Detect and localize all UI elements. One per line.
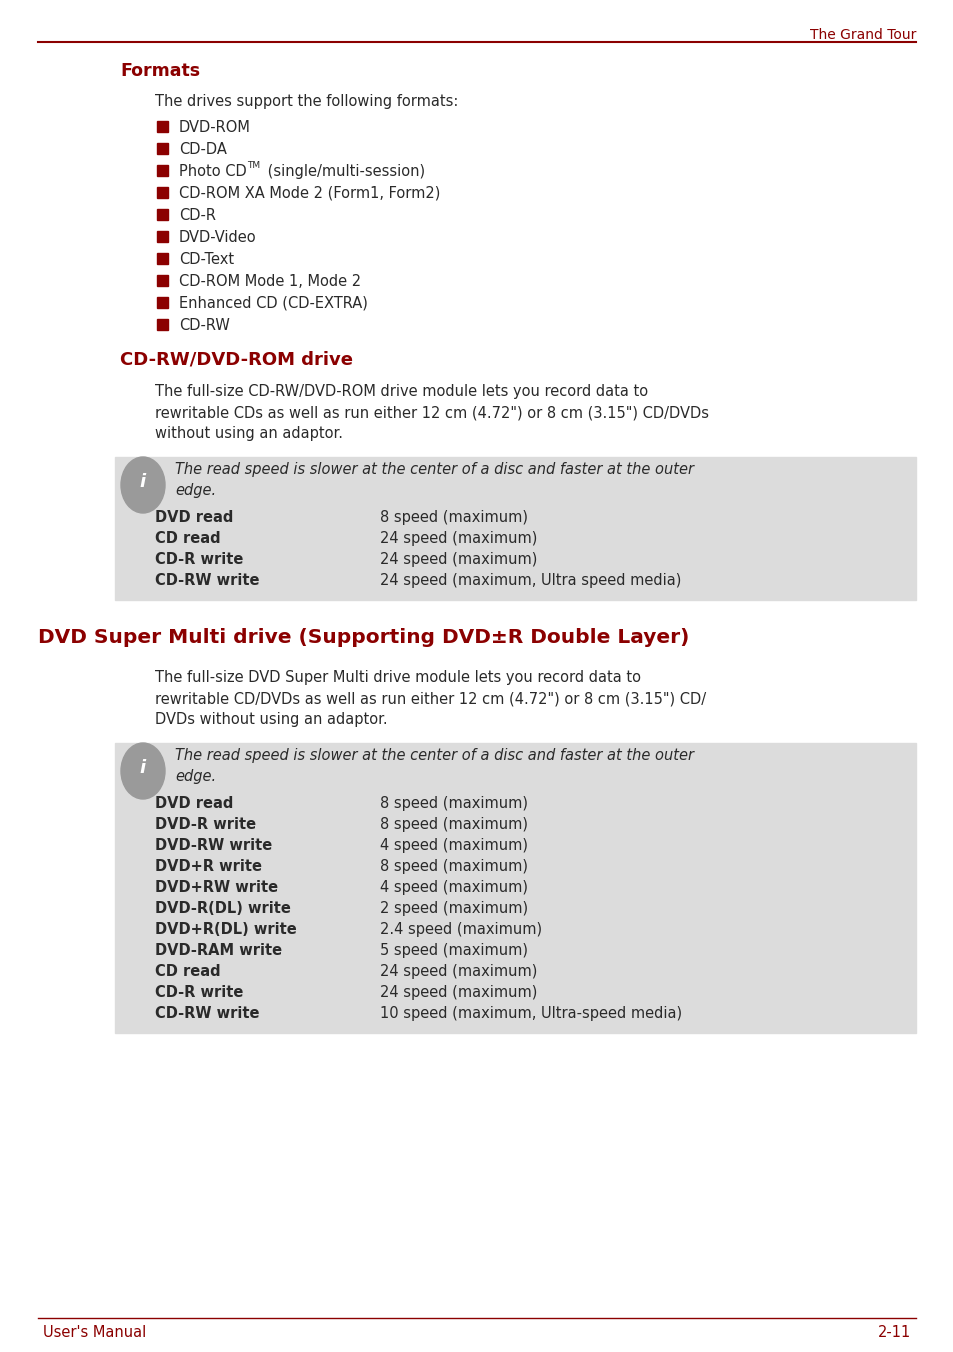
Text: The drives support the following formats:: The drives support the following formats… — [154, 95, 457, 110]
Text: DVD-RAM write: DVD-RAM write — [154, 942, 282, 959]
Text: DVD read: DVD read — [154, 510, 233, 525]
Text: 24 speed (maximum): 24 speed (maximum) — [379, 986, 537, 1000]
Text: CD-RW/DVD-ROM drive: CD-RW/DVD-ROM drive — [120, 350, 353, 368]
Text: i: i — [140, 758, 146, 777]
Text: CD-RW write: CD-RW write — [154, 573, 259, 588]
Text: DVD+R(DL) write: DVD+R(DL) write — [154, 922, 296, 937]
Text: The Grand Tour: The Grand Tour — [809, 28, 915, 42]
Text: DVD+R write: DVD+R write — [154, 859, 262, 873]
Text: rewritable CDs as well as run either 12 cm (4.72") or 8 cm (3.15") CD/DVDs: rewritable CDs as well as run either 12 … — [154, 406, 708, 420]
Text: The read speed is slower at the center of a disc and faster at the outer: The read speed is slower at the center o… — [174, 462, 693, 477]
Text: DVD-R(DL) write: DVD-R(DL) write — [154, 900, 291, 917]
Text: 8 speed (maximum): 8 speed (maximum) — [379, 510, 527, 525]
Text: rewritable CD/DVDs as well as run either 12 cm (4.72") or 8 cm (3.15") CD/: rewritable CD/DVDs as well as run either… — [154, 691, 705, 706]
Text: 2.4 speed (maximum): 2.4 speed (maximum) — [379, 922, 541, 937]
Text: 4 speed (maximum): 4 speed (maximum) — [379, 838, 527, 853]
Text: DVD-R write: DVD-R write — [154, 817, 255, 831]
Text: 8 speed (maximum): 8 speed (maximum) — [379, 817, 527, 831]
Bar — [157, 120, 168, 132]
Text: User's Manual: User's Manual — [43, 1325, 146, 1340]
Text: Enhanced CD (CD-EXTRA): Enhanced CD (CD-EXTRA) — [179, 296, 368, 311]
Text: 2 speed (maximum): 2 speed (maximum) — [379, 900, 528, 917]
Text: 24 speed (maximum): 24 speed (maximum) — [379, 552, 537, 566]
Text: TM: TM — [247, 161, 260, 170]
Text: CD-R: CD-R — [179, 208, 215, 223]
Text: CD-R write: CD-R write — [154, 552, 243, 566]
Text: The full-size DVD Super Multi drive module lets you record data to: The full-size DVD Super Multi drive modu… — [154, 671, 640, 685]
Text: (single/multi-session): (single/multi-session) — [263, 164, 425, 178]
Text: Formats: Formats — [120, 62, 200, 80]
Text: 4 speed (maximum): 4 speed (maximum) — [379, 880, 527, 895]
Bar — [157, 319, 168, 330]
Text: DVD read: DVD read — [154, 796, 233, 811]
Text: CD-ROM Mode 1, Mode 2: CD-ROM Mode 1, Mode 2 — [179, 274, 361, 289]
Text: 8 speed (maximum): 8 speed (maximum) — [379, 796, 527, 811]
Text: CD read: CD read — [154, 964, 220, 979]
Text: without using an adaptor.: without using an adaptor. — [154, 426, 343, 441]
Ellipse shape — [121, 457, 165, 512]
Bar — [157, 231, 168, 242]
Bar — [157, 210, 168, 220]
Text: CD-ROM XA Mode 2 (Form1, Form2): CD-ROM XA Mode 2 (Form1, Form2) — [179, 187, 440, 201]
Bar — [157, 253, 168, 264]
Text: The read speed is slower at the center of a disc and faster at the outer: The read speed is slower at the center o… — [174, 748, 693, 763]
Bar — [157, 297, 168, 308]
Text: 24 speed (maximum, Ultra speed media): 24 speed (maximum, Ultra speed media) — [379, 573, 680, 588]
Bar — [115, 744, 915, 1033]
Text: CD read: CD read — [154, 531, 220, 546]
Text: 8 speed (maximum): 8 speed (maximum) — [379, 859, 527, 873]
Text: Photo CD: Photo CD — [179, 164, 247, 178]
Text: 24 speed (maximum): 24 speed (maximum) — [379, 531, 537, 546]
Text: 10 speed (maximum, Ultra-speed media): 10 speed (maximum, Ultra-speed media) — [379, 1006, 681, 1021]
Text: CD-RW write: CD-RW write — [154, 1006, 259, 1021]
Bar — [157, 274, 168, 287]
Text: The full-size CD-RW/DVD-ROM drive module lets you record data to: The full-size CD-RW/DVD-ROM drive module… — [154, 384, 647, 399]
Text: i: i — [140, 473, 146, 491]
Text: 24 speed (maximum): 24 speed (maximum) — [379, 964, 537, 979]
Bar — [157, 187, 168, 197]
Bar — [157, 165, 168, 176]
Text: DVD-Video: DVD-Video — [179, 230, 256, 245]
Text: 5 speed (maximum): 5 speed (maximum) — [379, 942, 527, 959]
Text: CD-DA: CD-DA — [179, 142, 227, 157]
Text: DVD-ROM: DVD-ROM — [179, 120, 251, 135]
Text: 2-11: 2-11 — [877, 1325, 910, 1340]
Text: DVD Super Multi drive (Supporting DVD±R Double Layer): DVD Super Multi drive (Supporting DVD±R … — [38, 627, 689, 648]
Text: CD-Text: CD-Text — [179, 251, 233, 266]
Text: CD-R write: CD-R write — [154, 986, 243, 1000]
Ellipse shape — [121, 744, 165, 799]
Text: edge.: edge. — [174, 483, 216, 498]
Text: edge.: edge. — [174, 769, 216, 784]
Text: DVD-RW write: DVD-RW write — [154, 838, 272, 853]
Bar — [115, 457, 915, 600]
Text: DVDs without using an adaptor.: DVDs without using an adaptor. — [154, 713, 387, 727]
Bar — [157, 143, 168, 154]
Text: DVD+RW write: DVD+RW write — [154, 880, 278, 895]
Text: CD-RW: CD-RW — [179, 318, 230, 333]
